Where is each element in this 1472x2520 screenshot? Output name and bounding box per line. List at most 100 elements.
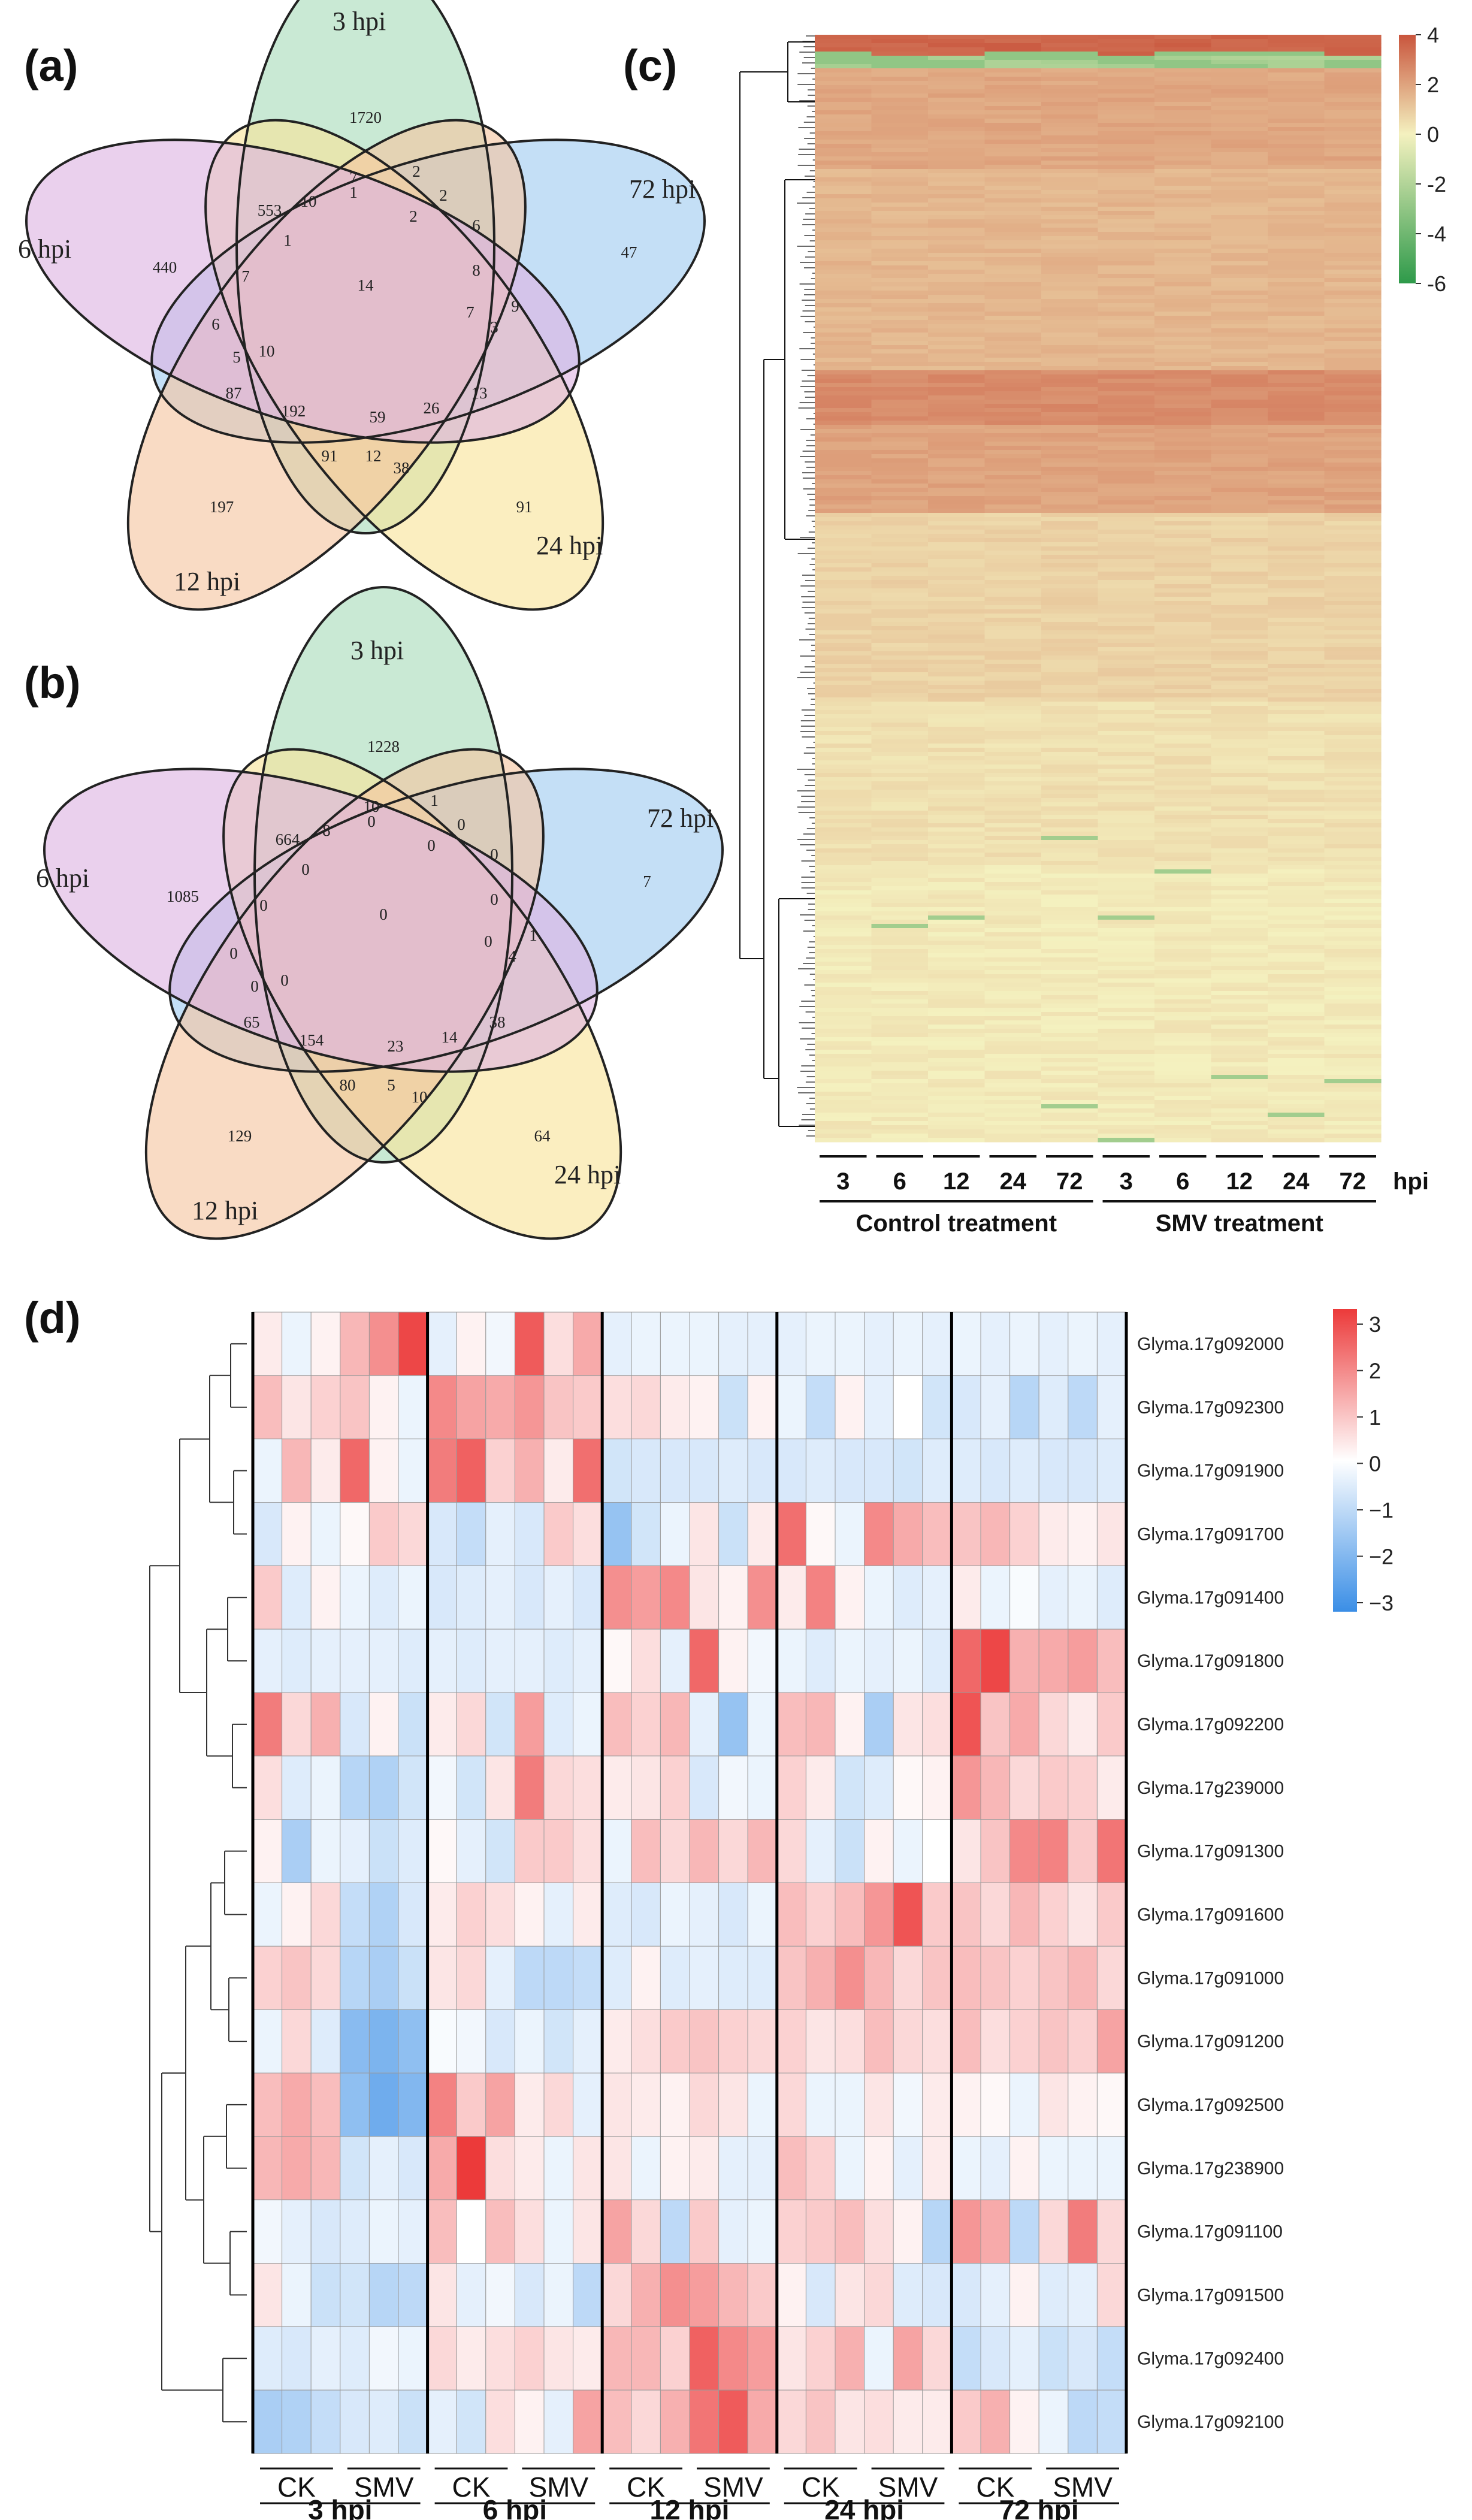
heatmap-c-cell [815, 450, 872, 455]
heatmap-c-cell [984, 437, 1042, 442]
heatmap-c-cell [1098, 911, 1155, 916]
heatmap-c-cell [984, 236, 1042, 241]
heatmap-c-cell [1268, 886, 1325, 891]
heatmap-c-cell [1268, 98, 1325, 102]
heatmap-c-cell [1324, 639, 1382, 643]
heatmap-c-cell [928, 928, 986, 933]
heatmap-c-cell [928, 832, 986, 836]
heatmap-d-row-label: Glyma.17g091500 [1137, 2285, 1284, 2305]
heatmap-c-cell [871, 836, 929, 841]
heatmap-c-cell [1268, 475, 1325, 480]
heatmap-c-cell [1268, 567, 1325, 572]
heatmap-d-cell [689, 1819, 720, 1883]
heatmap-c-cell [1211, 765, 1268, 769]
heatmap-d-cell [718, 2072, 748, 2137]
heatmap-c-cell [871, 383, 929, 388]
heatmap-d-cell [427, 2199, 457, 2264]
heatmap-c-cell [984, 609, 1042, 614]
heatmap-c-cell [928, 857, 986, 862]
heatmap-d-cell [805, 2199, 836, 2264]
heatmap-c-cell [871, 752, 929, 757]
heatmap-c-cell [1268, 957, 1325, 962]
heatmap-c-cell [1324, 479, 1382, 484]
heatmap-c-cell [1098, 421, 1155, 425]
heatmap-c-cell [1041, 676, 1099, 681]
heatmap-c-cell [1041, 563, 1099, 568]
heatmap-c-cell [984, 932, 1042, 937]
heatmap-c-cell [1268, 785, 1325, 790]
heatmap-c-cell [928, 676, 986, 681]
heatmap-c-cell [815, 639, 872, 643]
heatmap-c-cell [1098, 85, 1155, 90]
heatmap-c-cell [1268, 454, 1325, 459]
heatmap-c-cell [815, 811, 872, 815]
heatmap-c-cell [1041, 1054, 1099, 1059]
heatmap-c-cell [1154, 970, 1212, 975]
heatmap-d-cell [310, 1819, 341, 1883]
heatmap-c-cell [815, 718, 872, 723]
heatmap-c-cell [984, 744, 1042, 748]
heatmap-c-cell [1268, 1041, 1325, 1046]
heatmap-c-cell [1211, 1004, 1268, 1008]
heatmap-c-cell [815, 974, 872, 979]
heatmap-c-cell [1098, 341, 1155, 346]
heatmap-c-cell [871, 706, 929, 711]
heatmap-c-cell [1098, 509, 1155, 513]
heatmap-c-cell [1211, 278, 1268, 283]
heatmap-c-cell [928, 496, 986, 501]
heatmap-c-cell [1211, 274, 1268, 279]
heatmap-c-cell [1324, 1087, 1382, 1092]
heatmap-c-cell [1098, 1100, 1155, 1105]
heatmap-c-cell [1324, 203, 1382, 207]
heatmap-c-cell [1098, 639, 1155, 643]
heatmap-d-cell [718, 1439, 748, 1503]
heatmap-d-cell [893, 1755, 923, 1820]
heatmap-d-cell [835, 2136, 865, 2201]
heatmap-d-cell [456, 1819, 486, 1883]
heatmap-c-cell [815, 840, 872, 845]
heatmap-c-cell [1324, 1008, 1382, 1013]
heatmap-c-cell [1154, 374, 1212, 379]
heatmap-c-cell [984, 1113, 1042, 1117]
heatmap-c-cell [1098, 35, 1155, 40]
heatmap-c-cell [1211, 962, 1268, 966]
heatmap-c-cell [1268, 660, 1325, 664]
heatmap-c-cell [815, 102, 872, 107]
heatmap-d-cell [368, 1883, 399, 1947]
heatmap-d-cell [631, 2263, 661, 2327]
heatmap-c-cell [1268, 555, 1325, 560]
heatmap-c-cell [1211, 328, 1268, 333]
heatmap-c-cell [1268, 723, 1325, 727]
heatmap-c-cell [1268, 752, 1325, 757]
heatmap-d-cell [1038, 2389, 1069, 2454]
heatmap-c-cell [1211, 110, 1268, 115]
heatmap-d-cell [776, 1565, 806, 1630]
heatmap-c-cell [1154, 81, 1212, 86]
heatmap-c-cell [1041, 735, 1099, 740]
venn-a-value: 14 [358, 276, 374, 294]
heatmap-d-cell [1009, 1819, 1039, 1883]
heatmap-c-cell [1098, 765, 1155, 769]
heatmap-d-cell [252, 1375, 283, 1440]
heatmap-c-cell [1324, 152, 1382, 157]
heatmap-c-cell [1211, 152, 1268, 157]
heatmap-c-cell [1098, 815, 1155, 820]
heatmap-d-dendrogram [149, 1343, 247, 2423]
heatmap-c-cell [1324, 1134, 1382, 1138]
heatmap-c-cell [1324, 823, 1382, 828]
heatmap-c-cell [1154, 811, 1212, 815]
heatmap-c-cell [1324, 349, 1382, 354]
heatmap-d-cell [660, 1945, 690, 2010]
heatmap-c-cell [871, 303, 929, 308]
heatmap-c-cell [1041, 865, 1099, 870]
heatmap-c-cell [984, 714, 1042, 719]
heatmap-d-cell [543, 1692, 574, 1757]
heatmap-c-cell [1041, 815, 1099, 820]
heatmap-c-cell [1324, 98, 1382, 102]
heatmap-c-cell [928, 924, 986, 929]
heatmap-c-cell [871, 895, 929, 899]
heatmap-c-cell [1154, 978, 1212, 983]
heatmap-c-cell [1324, 106, 1382, 111]
heatmap-d-cell [951, 1439, 981, 1503]
heatmap-c-cell [928, 760, 986, 765]
